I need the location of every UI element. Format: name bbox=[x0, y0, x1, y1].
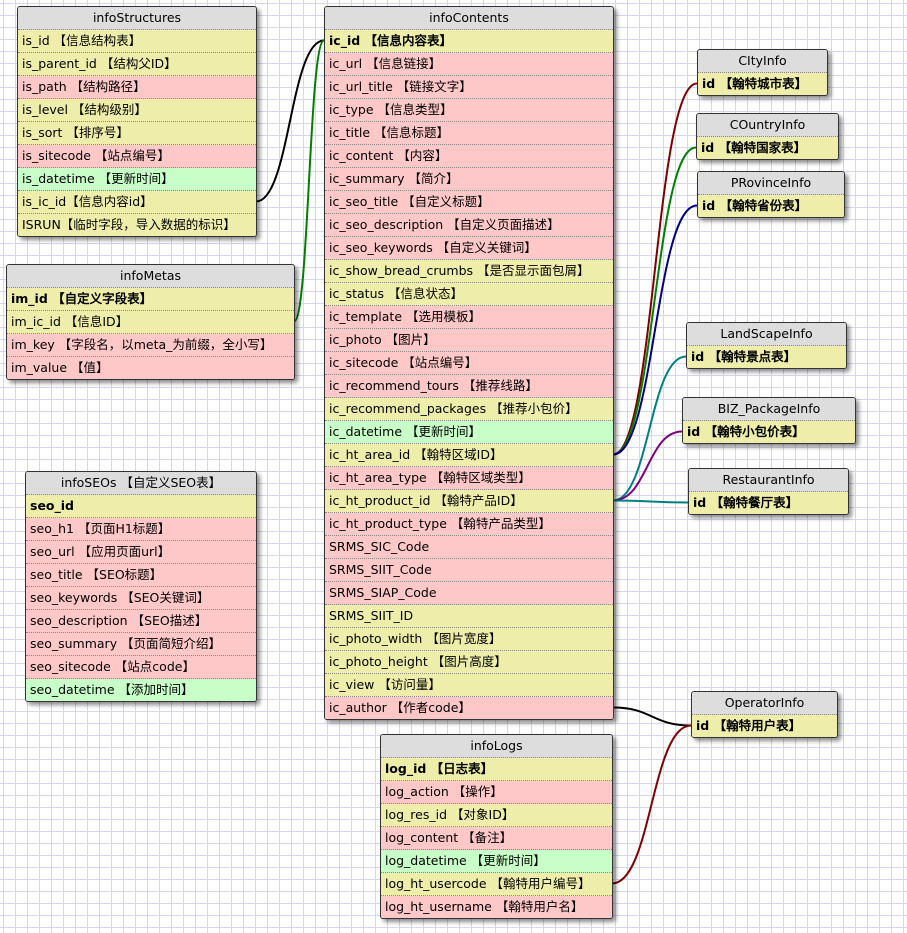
primary-key-field[interactable]: log_id 【日志表】 bbox=[381, 758, 612, 781]
table-field[interactable]: seo_description 【SEO描述】 bbox=[26, 610, 256, 633]
table-field[interactable]: log_res_id 【对象ID】 bbox=[381, 804, 612, 827]
table-infologs[interactable]: infoLogs log_id 【日志表】 log_action 【操作】 log_r… bbox=[380, 734, 613, 919]
table-field[interactable]: is_ic_id【信息内容id】 bbox=[18, 191, 256, 214]
table-field[interactable]: ic_ht_area_type 【翰特区域类型】 bbox=[325, 467, 613, 490]
table-countryinfo[interactable]: COuntryInfo id 【翰特国家表】 bbox=[696, 113, 839, 160]
table-title: CItyInfo bbox=[698, 50, 827, 73]
primary-key-field[interactable]: id 【翰特小包价表】 bbox=[683, 421, 855, 443]
primary-key-field[interactable]: id 【翰特国家表】 bbox=[697, 137, 838, 159]
primary-key-field[interactable]: seo_id bbox=[26, 495, 256, 518]
relation-line bbox=[293, 39, 325, 323]
primary-key-field[interactable]: id 【翰特景点表】 bbox=[687, 346, 846, 368]
table-cityinfo[interactable]: CItyInfo id 【翰特城市表】 bbox=[697, 49, 828, 96]
table-infoseos[interactable]: infoSEOs 【自定义SEO表】 seo_id seo_h1 【页面H1标题】 s… bbox=[25, 471, 257, 702]
table-field[interactable]: seo_sitecode 【站点code】 bbox=[26, 656, 256, 679]
table-field[interactable]: ic_ht_product_id 【翰特产品ID】 bbox=[325, 490, 613, 513]
table-field[interactable]: ic_view 【访问量】 bbox=[325, 674, 613, 697]
table-field[interactable]: im_key 【字段名，以meta_为前缀，全小写】 bbox=[7, 334, 294, 357]
relation-line bbox=[255, 39, 325, 203]
table-field[interactable]: SRMS_SIC_Code bbox=[325, 536, 613, 559]
table-field[interactable]: is_level 【结构级别】 bbox=[18, 99, 256, 122]
table-infostructures[interactable]: infoStructures is_id 【信息结构表】 is_parent_id … bbox=[17, 6, 257, 237]
table-infometas[interactable]: infoMetas im_id 【自定义字段表】 im_ic_id 【信息ID】 im… bbox=[6, 264, 295, 380]
table-field[interactable]: ISRUN【临时字段，导入数据的标识】 bbox=[18, 214, 256, 236]
relation-line bbox=[612, 430, 683, 502]
table-field[interactable]: is_datetime 【更新时间】 bbox=[18, 168, 256, 191]
table-field[interactable]: ic_ht_area_id 【翰特区域ID】 bbox=[325, 444, 613, 467]
table-field[interactable]: im_value 【值】 bbox=[7, 357, 294, 379]
table-field[interactable]: ic_photo_height 【图片高度】 bbox=[325, 651, 613, 674]
table-field[interactable]: seo_h1 【页面H1标题】 bbox=[26, 518, 256, 541]
table-field[interactable]: SRMS_SIIT_ID bbox=[325, 605, 613, 628]
table-field[interactable]: log_ht_usercode 【翰特用户编号】 bbox=[381, 873, 612, 896]
table-field[interactable]: ic_content 【内容】 bbox=[325, 145, 613, 168]
table-field[interactable]: SRMS_SIAP_Code bbox=[325, 582, 613, 605]
primary-key-field[interactable]: id 【翰特城市表】 bbox=[698, 73, 827, 95]
table-field[interactable]: is_id 【信息结构表】 bbox=[18, 30, 256, 53]
table-field[interactable]: ic_ht_product_type 【翰特产品类型】 bbox=[325, 513, 613, 536]
relation-line bbox=[611, 724, 692, 885]
table-title: infoSEOs 【自定义SEO表】 bbox=[26, 472, 256, 495]
table-title: OperatorInfo bbox=[692, 692, 837, 715]
table-field[interactable]: ic_show_bread_crumbs 【是否显示面包屑】 bbox=[325, 260, 613, 283]
table-landscapeinfo[interactable]: LandScapeInfo id 【翰特景点表】 bbox=[686, 322, 847, 369]
table-field[interactable]: SRMS_SIIT_Code bbox=[325, 559, 613, 582]
table-title: LandScapeInfo bbox=[687, 323, 846, 346]
table-title: BIZ_PackageInfo bbox=[683, 398, 855, 421]
table-title: PRovinceInfo bbox=[698, 172, 844, 195]
table-field[interactable]: log_datetime 【更新时间】 bbox=[381, 850, 612, 873]
table-field[interactable]: ic_author 【作者code】 bbox=[325, 697, 613, 719]
table-title: infoStructures bbox=[18, 7, 256, 30]
table-title: COuntryInfo bbox=[697, 114, 838, 137]
table-title: infoContents bbox=[325, 7, 613, 30]
primary-key-field[interactable]: id 【翰特餐厅表】 bbox=[689, 492, 848, 514]
table-field[interactable]: ic_template 【选用模板】 bbox=[325, 306, 613, 329]
table-field[interactable]: is_path 【结构路径】 bbox=[18, 76, 256, 99]
table-field[interactable]: ic_seo_description 【自定义页面描述】 bbox=[325, 214, 613, 237]
primary-key-field[interactable]: im_id 【自定义字段表】 bbox=[7, 288, 294, 311]
table-field[interactable]: seo_title 【SEO标题】 bbox=[26, 564, 256, 587]
table-field[interactable]: ic_sitecode 【站点编号】 bbox=[325, 352, 613, 375]
table-field[interactable]: ic_photo 【图片】 bbox=[325, 329, 613, 352]
table-restaurantinfo[interactable]: RestaurantInfo id 【翰特餐厅表】 bbox=[688, 468, 849, 515]
table-field[interactable]: ic_seo_title 【自定义标题】 bbox=[325, 191, 613, 214]
table-field[interactable]: ic_recommend_tours 【推荐线路】 bbox=[325, 375, 613, 398]
relation-line bbox=[612, 499, 689, 504]
relation-line bbox=[612, 355, 687, 502]
table-field[interactable]: log_ht_username 【翰特用户名】 bbox=[381, 896, 612, 918]
table-operatorinfo[interactable]: OperatorInfo id 【翰特用户表】 bbox=[691, 691, 838, 738]
table-field[interactable]: seo_keywords 【SEO关键词】 bbox=[26, 587, 256, 610]
table-field[interactable]: ic_type 【信息类型】 bbox=[325, 99, 613, 122]
table-title: RestaurantInfo bbox=[689, 469, 848, 492]
table-biz_packageinfo[interactable]: BIZ_PackageInfo id 【翰特小包价表】 bbox=[682, 397, 856, 444]
primary-key-field[interactable]: ic_id 【信息内容表】 bbox=[325, 30, 613, 53]
table-field[interactable]: ic_datetime 【更新时间】 bbox=[325, 421, 613, 444]
table-field[interactable]: ic_summary 【简介】 bbox=[325, 168, 613, 191]
table-field[interactable]: log_action 【操作】 bbox=[381, 781, 612, 804]
relation-line bbox=[612, 706, 692, 727]
table-field[interactable]: seo_datetime 【添加时间】 bbox=[26, 679, 256, 701]
table-provinceinfo[interactable]: PRovinceInfo id 【翰特省份表】 bbox=[697, 171, 845, 218]
table-field[interactable]: ic_title 【信息标题】 bbox=[325, 122, 613, 145]
table-field[interactable]: ic_seo_keywords 【自定义关键词】 bbox=[325, 237, 613, 260]
table-field[interactable]: ic_url 【信息链接】 bbox=[325, 53, 613, 76]
table-field[interactable]: ic_status 【信息状态】 bbox=[325, 283, 613, 306]
table-field[interactable]: log_content 【备注】 bbox=[381, 827, 612, 850]
table-field[interactable]: is_sitecode 【站点编号】 bbox=[18, 145, 256, 168]
table-field[interactable]: is_sort 【排序号】 bbox=[18, 122, 256, 145]
table-field[interactable]: ic_url_title 【链接文字】 bbox=[325, 76, 613, 99]
table-field[interactable]: im_ic_id 【信息ID】 bbox=[7, 311, 294, 334]
table-field[interactable]: ic_photo_width 【图片宽度】 bbox=[325, 628, 613, 651]
table-field[interactable]: seo_summary 【页面简短介绍】 bbox=[26, 633, 256, 656]
table-infocontents[interactable]: infoContents ic_id 【信息内容表】 ic_url 【信息链接】 ic… bbox=[324, 6, 614, 720]
table-field[interactable]: is_parent_id 【结构父ID】 bbox=[18, 53, 256, 76]
table-field[interactable]: ic_recommend_packages 【推荐小包价】 bbox=[325, 398, 613, 421]
table-title: infoLogs bbox=[381, 735, 612, 758]
primary-key-field[interactable]: id 【翰特用户表】 bbox=[692, 715, 837, 737]
primary-key-field[interactable]: id 【翰特省份表】 bbox=[698, 195, 844, 217]
table-title: infoMetas bbox=[7, 265, 294, 288]
table-field[interactable]: seo_url 【应用页面url】 bbox=[26, 541, 256, 564]
